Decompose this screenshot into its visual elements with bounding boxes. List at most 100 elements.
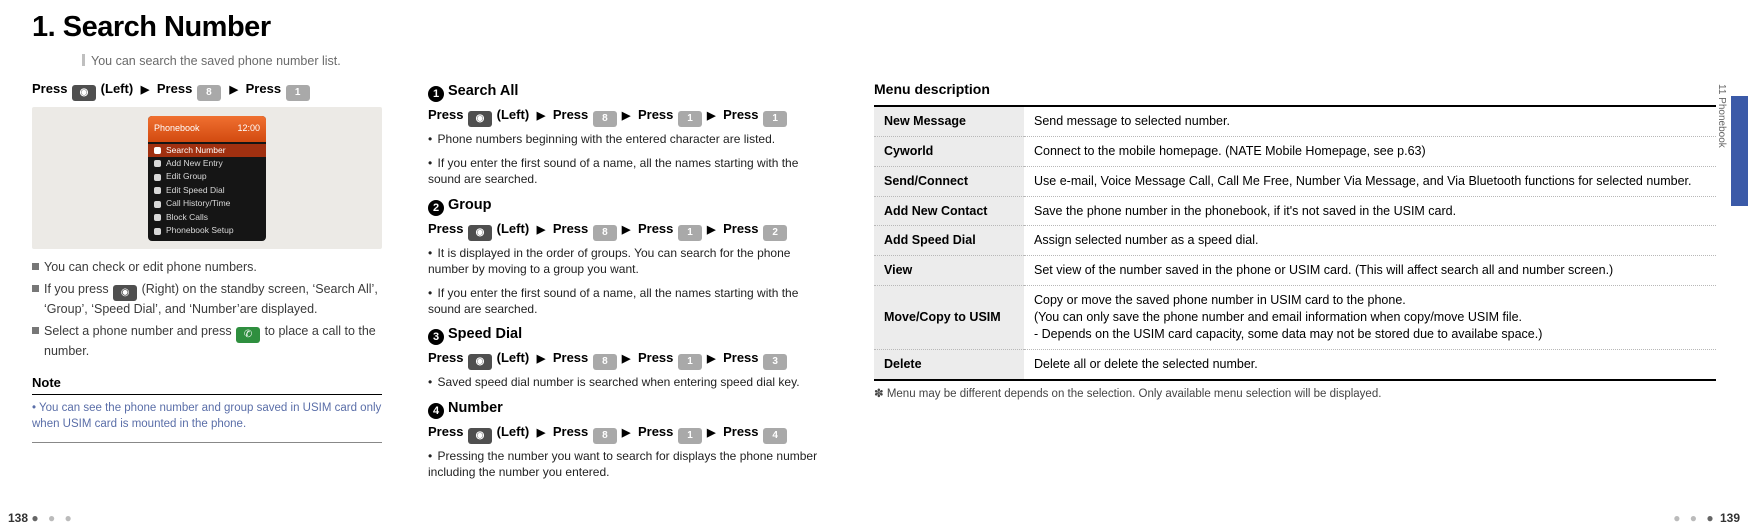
table-row: Move/Copy to USIMCopy or move the saved …: [874, 286, 1716, 350]
subsection-title: 1Search All: [428, 82, 828, 102]
num-key-icon: 1: [763, 111, 787, 127]
column-left: Press ◉ (Left) ▶ Press 8 ▶ Press 1 Phone…: [32, 78, 382, 443]
subsection-para: • If you enter the first sound of a name…: [428, 155, 828, 187]
subsection-para: • It is displayed in the order of groups…: [428, 245, 828, 277]
arrow-icon: ▶: [537, 427, 545, 439]
bullet-text: If you press ◉ (Right) on the standby sc…: [44, 281, 382, 318]
seq-text: Press: [549, 424, 592, 439]
subsection-para: • Pressing the number you want to search…: [428, 448, 828, 480]
table-row: New MessageSend message to selected numb…: [874, 106, 1716, 136]
num-key-icon: 1: [678, 225, 702, 241]
page-subtitle: You can search the saved phone number li…: [82, 53, 1716, 70]
page-number-left: 138 ● ● ●: [8, 510, 75, 526]
seq-text: Press: [246, 81, 285, 96]
section-tab: [1731, 96, 1748, 206]
square-bullet-icon: [32, 327, 39, 334]
left-bullet: Select a phone number and press ✆ to pla…: [32, 323, 382, 360]
nav-key-icon: ◉: [468, 111, 492, 127]
table-value: Delete all or delete the selected number…: [1024, 349, 1716, 379]
subsection-title: 4Number: [428, 399, 828, 419]
table-value: Copy or move the saved phone number in U…: [1024, 286, 1716, 350]
num-key-icon: 3: [763, 354, 787, 370]
table-row: Add Speed DialAssign selected number as …: [874, 226, 1716, 256]
num-key-icon: 1: [286, 85, 310, 101]
seq-text: (Left): [101, 81, 137, 96]
device-menu-item: Search Number: [148, 144, 266, 157]
table-key: View: [874, 256, 1024, 286]
manual-page: 1. Search Number You can search the save…: [0, 0, 1748, 532]
menu-item-label: Edit Speed Dial: [166, 185, 225, 196]
bullet-text: Select a phone number and press ✆ to pla…: [44, 323, 382, 360]
seq-text: (Left): [493, 424, 533, 439]
call-key-icon: ✆: [236, 327, 260, 343]
seq-text: Press: [428, 221, 463, 236]
subsection: 3Speed Dial Press ◉ (Left) ▶ Press 8▶ Pre…: [428, 325, 828, 390]
page-dots-icon: ● ● ●: [31, 511, 74, 525]
page-number-text: 138: [8, 511, 28, 525]
table-row: CyworldConnect to the mobile homepage. (…: [874, 136, 1716, 166]
table-key: Delete: [874, 349, 1024, 379]
device-menu-item: Edit Group: [148, 170, 266, 183]
table-value: Set view of the number saved in the phon…: [1024, 256, 1716, 286]
arrow-icon: ▶: [707, 224, 715, 236]
menu-item-label: Edit Group: [166, 171, 207, 182]
table-row: DeleteDelete all or delete the selected …: [874, 349, 1716, 379]
arrow-icon: ▶: [622, 224, 630, 236]
keypress-sequence: Press ◉ (Left) ▶ Press 8▶ Press 1▶ Press…: [428, 349, 828, 370]
device-header-time: 12:00: [237, 122, 260, 134]
table-row: ViewSet view of the number saved in the …: [874, 256, 1716, 286]
device-menu-item: Phonebook Setup: [148, 224, 266, 237]
table-value: Save the phone number in the phonebook, …: [1024, 196, 1716, 226]
menu-item-label: Add New Entry: [166, 158, 223, 169]
table-value: Use e-mail, Voice Message Call, Call Me …: [1024, 166, 1716, 196]
bullet-dot-icon: •: [428, 132, 432, 146]
subtitle-bar-icon: [82, 54, 85, 66]
menu-item-icon: [154, 228, 161, 235]
keypress-sequence: Press ◉ (Left) ▶ Press 8▶ Press 1▶ Press…: [428, 106, 828, 127]
circled-number-icon: 2: [428, 200, 444, 216]
nav-key-icon: ◉: [468, 428, 492, 444]
left-bullet: You can check or edit phone numbers.: [32, 259, 382, 276]
subsection-para: • If you enter the first sound of a name…: [428, 285, 828, 317]
seq-text: Press: [549, 350, 592, 365]
nav-key-icon: ◉: [72, 85, 96, 101]
menu-item-icon: [154, 187, 161, 194]
arrow-icon: ▶: [537, 224, 545, 236]
subtitle-text: You can search the saved phone number li…: [91, 54, 341, 68]
table-row: Send/ConnectUse e-mail, Voice Message Ca…: [874, 166, 1716, 196]
table-row: Add New ContactSave the phone number in …: [874, 196, 1716, 226]
device-header-title: Phonebook: [154, 122, 200, 134]
arrow-icon: ▶: [707, 353, 715, 365]
note-heading: Note: [32, 374, 382, 396]
seq-text: Press: [634, 221, 677, 236]
menu-item-label: Block Calls: [166, 212, 208, 223]
seq-text: Press: [32, 81, 67, 96]
page-number-right: ● ● ● 139: [1673, 510, 1740, 526]
num-key-icon: 8: [593, 111, 617, 127]
subsection-para: • Saved speed dial number is searched wh…: [428, 374, 828, 390]
device-screen: Phonebook 12:00 Search NumberAdd New Ent…: [148, 116, 266, 241]
bullet-dot-icon: •: [428, 449, 432, 463]
seq-text: Press: [428, 107, 463, 122]
bullet-dot-icon: •: [32, 402, 36, 414]
column-middle: 1Search AllPress ◉ (Left) ▶ Press 8▶ Pre…: [428, 78, 828, 488]
subsection-title: 3Speed Dial: [428, 325, 828, 345]
device-menu-item: Call History/Time: [148, 197, 266, 210]
seq-text: Press: [634, 350, 677, 365]
seq-text: (Left): [493, 350, 533, 365]
num-key-icon: 2: [763, 225, 787, 241]
note-block: Note •You can see the phone number and g…: [32, 374, 382, 444]
seq-text: Press: [549, 221, 592, 236]
square-bullet-icon: [32, 285, 39, 292]
seq-text: Press: [634, 107, 677, 122]
num-key-icon: 1: [678, 111, 702, 127]
arrow-icon: ▶: [707, 110, 715, 122]
left-bullet-list: You can check or edit phone numbers. If y…: [32, 259, 382, 360]
table-key: Add Speed Dial: [874, 226, 1024, 256]
menu-item-icon: [154, 147, 161, 154]
seq-text: (Left): [493, 107, 533, 122]
num-key-icon: 8: [197, 85, 221, 101]
menu-item-icon: [154, 214, 161, 221]
num-key-icon: 1: [678, 428, 702, 444]
bullet-dot-icon: •: [428, 375, 432, 389]
